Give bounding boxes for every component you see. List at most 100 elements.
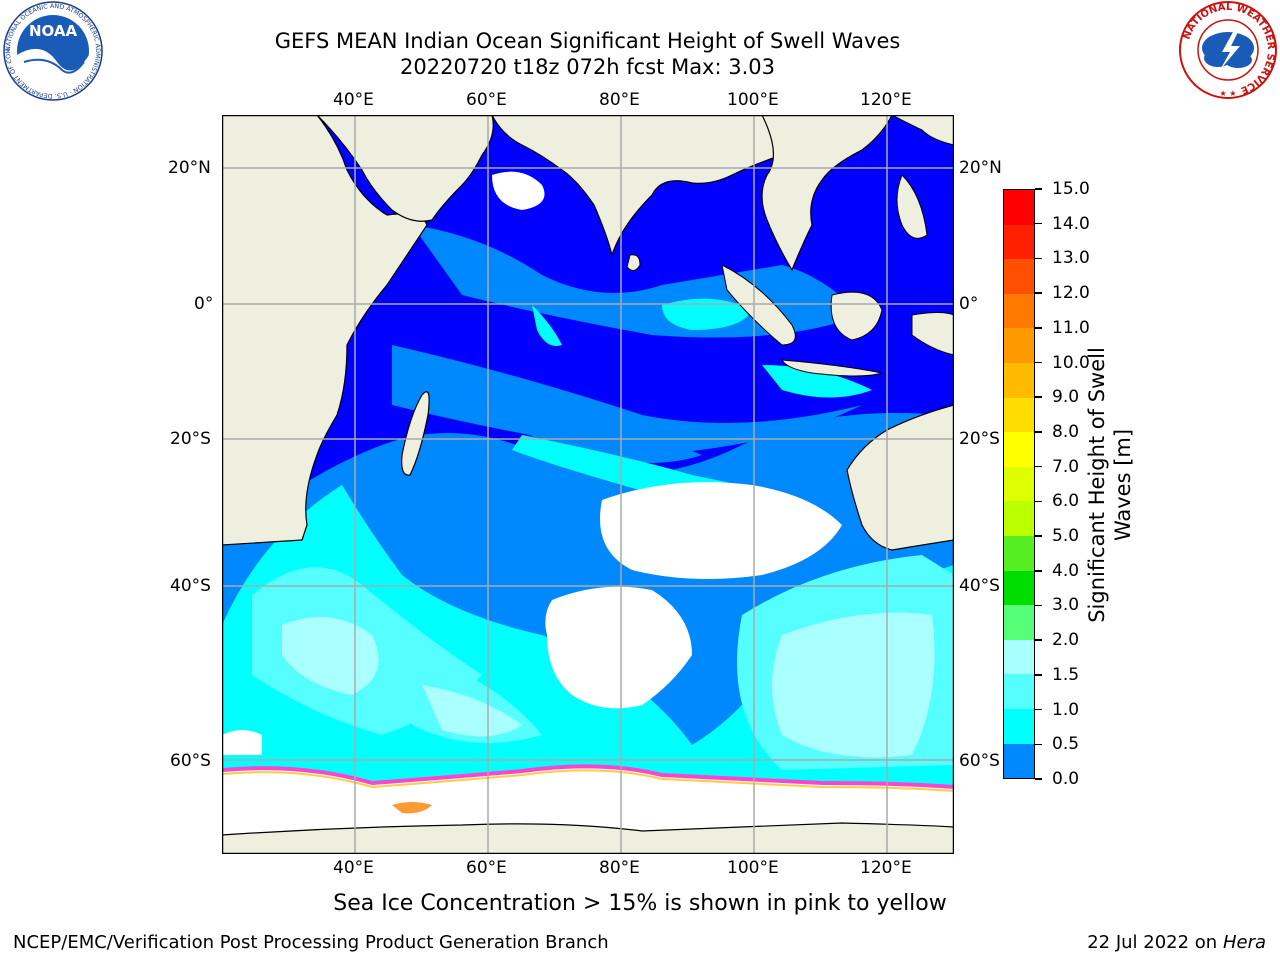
chart-title-line2: 20220720 t18z 072h fcst Max: 3.03 — [400, 55, 775, 79]
south-asia-land — [491, 115, 783, 258]
lon-tick-bottom-40e: 40°E — [333, 858, 374, 878]
lon-tick-bottom-60e: 60°E — [466, 858, 507, 878]
lat-tick-left-20n: 20°N — [168, 158, 211, 178]
no-data-regions — [222, 171, 842, 755]
australia-land — [846, 404, 954, 551]
colorbar-tick-mark — [1035, 604, 1042, 607]
lat-tick-left-20s: 20°S — [170, 429, 211, 449]
colorbar-segment — [1004, 397, 1034, 433]
colorbar-segment — [1004, 639, 1034, 675]
madagascar-land — [401, 391, 430, 476]
sea-ice-caption: Sea Ice Concentration > 15% is shown in … — [333, 891, 947, 916]
colorbar-segment — [1004, 466, 1034, 502]
colorbar-tick-label: 10.0 — [1052, 352, 1090, 373]
lat-tick-left-40s: 40°S — [170, 576, 211, 596]
colorbar-tick-mark — [1035, 778, 1042, 780]
africa-land — [222, 115, 428, 546]
graticule — [222, 115, 954, 854]
colorbar-segment — [1004, 362, 1034, 398]
svg-text:★ ★: ★ ★ — [1220, 89, 1237, 98]
colorbar-segment — [1004, 674, 1034, 709]
colorbar-tick-mark — [1035, 570, 1042, 572]
chart-title-line1: GEFS MEAN Indian Ocean Significant Heigh… — [274, 29, 901, 53]
colorbar-segment — [1004, 190, 1034, 225]
colorbar-tick-label: 5.0 — [1052, 526, 1080, 547]
colorbar-tick-mark — [1035, 708, 1042, 711]
lat-tick-left-0: 0° — [194, 294, 214, 314]
antarctica-land — [222, 823, 954, 854]
colorbar-tick-label: 9.0 — [1052, 387, 1080, 408]
lon-tick-top-80e: 80°E — [599, 90, 640, 110]
colorbar-tick-label: 14.0 — [1052, 213, 1090, 234]
colorbar-tick-mark — [1035, 361, 1042, 364]
lon-tick-bottom-100e: 100°E — [727, 858, 779, 878]
sea-ice-edge — [222, 764, 954, 789]
colorbar-tick-label: 12.0 — [1052, 283, 1090, 304]
colorbar-tick-label: 15.0 — [1052, 179, 1090, 199]
sea-ice-patch — [392, 802, 432, 814]
colorbar-segment — [1004, 328, 1034, 363]
colorbar-segment — [1004, 293, 1034, 329]
footer-producer: NCEP/EMC/Verification Post Processing Pr… — [13, 932, 609, 953]
footer-date: 22 Jul 2022 on Hera — [1087, 932, 1266, 954]
colorbar-segment — [1004, 501, 1034, 536]
colorbar-segment — [1004, 708, 1034, 744]
colorbar-title-line1: Significant Height of Swell — [1085, 347, 1109, 623]
lon-tick-top-40e: 40°E — [333, 90, 374, 110]
colorbar-tick-label: 0.5 — [1052, 734, 1080, 755]
indochina-land — [761, 115, 893, 272]
noaa-logo: NATIONAL OCEANIC AND ATMOSPHERIC ADMINIS… — [2, 0, 103, 101]
colorbar-tick-label: 8.0 — [1052, 421, 1080, 442]
colorbar-tick-label: 3.0 — [1052, 595, 1080, 616]
lon-tick-top-100e: 100°E — [727, 90, 779, 110]
sri-lanka-land — [626, 254, 641, 271]
colorbar-tick-mark — [1035, 257, 1042, 260]
map-frame — [222, 115, 954, 854]
colorbar-tick-mark — [1035, 188, 1042, 190]
swell-height-map — [222, 115, 954, 854]
colorbar-tick-mark — [1035, 431, 1042, 433]
colorbar-tick-mark — [1035, 743, 1042, 746]
lon-tick-top-120e: 120°E — [860, 90, 912, 110]
lat-tick-right-20s: 20°S — [959, 429, 1000, 449]
new-guinea-land — [911, 312, 954, 356]
philippines-land — [896, 174, 928, 239]
lat-tick-right-40s: 40°S — [959, 576, 1000, 596]
footer-machine: Hera — [1222, 932, 1266, 953]
lon-tick-top-60e: 60°E — [466, 90, 507, 110]
colorbar-tick-label: 2.0 — [1052, 630, 1080, 651]
noaa-logo-text: NOAA — [29, 22, 78, 40]
colorbar-tick-label: 0.0 — [1052, 769, 1080, 789]
colorbar-segment — [1004, 535, 1034, 571]
colorbar-segment — [1004, 432, 1034, 467]
colorbar-tick-label: 7.0 — [1052, 456, 1080, 477]
colorbar-tick-mark — [1035, 674, 1042, 676]
sumatra-land — [721, 264, 796, 346]
colorbar-title-line2: Waves [m] — [1111, 428, 1135, 542]
china-land — [891, 115, 954, 146]
lat-tick-right-20n: 20°N — [959, 158, 1002, 178]
colorbar-tick-mark — [1035, 535, 1042, 537]
lat-tick-left-60s: 60°S — [170, 751, 211, 771]
colorbar-segment — [1004, 570, 1034, 606]
colorbar-tick-label: 1.5 — [1052, 664, 1080, 685]
java-land — [781, 359, 883, 377]
colorbar-segment — [1004, 224, 1034, 260]
colorbar-tick-label: 1.0 — [1052, 699, 1080, 720]
colorbar — [1003, 189, 1035, 779]
colorbar-tick-mark — [1035, 222, 1042, 225]
colorbar-tick-label: 6.0 — [1052, 491, 1080, 512]
colorbar-tick-mark — [1035, 465, 1042, 468]
colorbar-tick-label: 13.0 — [1052, 248, 1090, 269]
lon-tick-bottom-80e: 80°E — [599, 858, 640, 878]
colorbar-tick-mark — [1035, 500, 1042, 503]
colorbar-tick-mark — [1035, 639, 1042, 641]
footer-date-text: 22 Jul 2022 on — [1087, 932, 1223, 953]
colorbar-segment — [1004, 605, 1034, 640]
colorbar-tick-mark — [1035, 327, 1042, 329]
colorbar-segment — [1004, 743, 1034, 779]
lon-tick-bottom-120e: 120°E — [860, 858, 912, 878]
colorbar-tick-label: 11.0 — [1052, 317, 1090, 338]
nws-logo: NATIONAL WEATHER SERVICE ★ ★ — [1179, 1, 1277, 99]
colorbar-tick-mark — [1035, 292, 1042, 294]
